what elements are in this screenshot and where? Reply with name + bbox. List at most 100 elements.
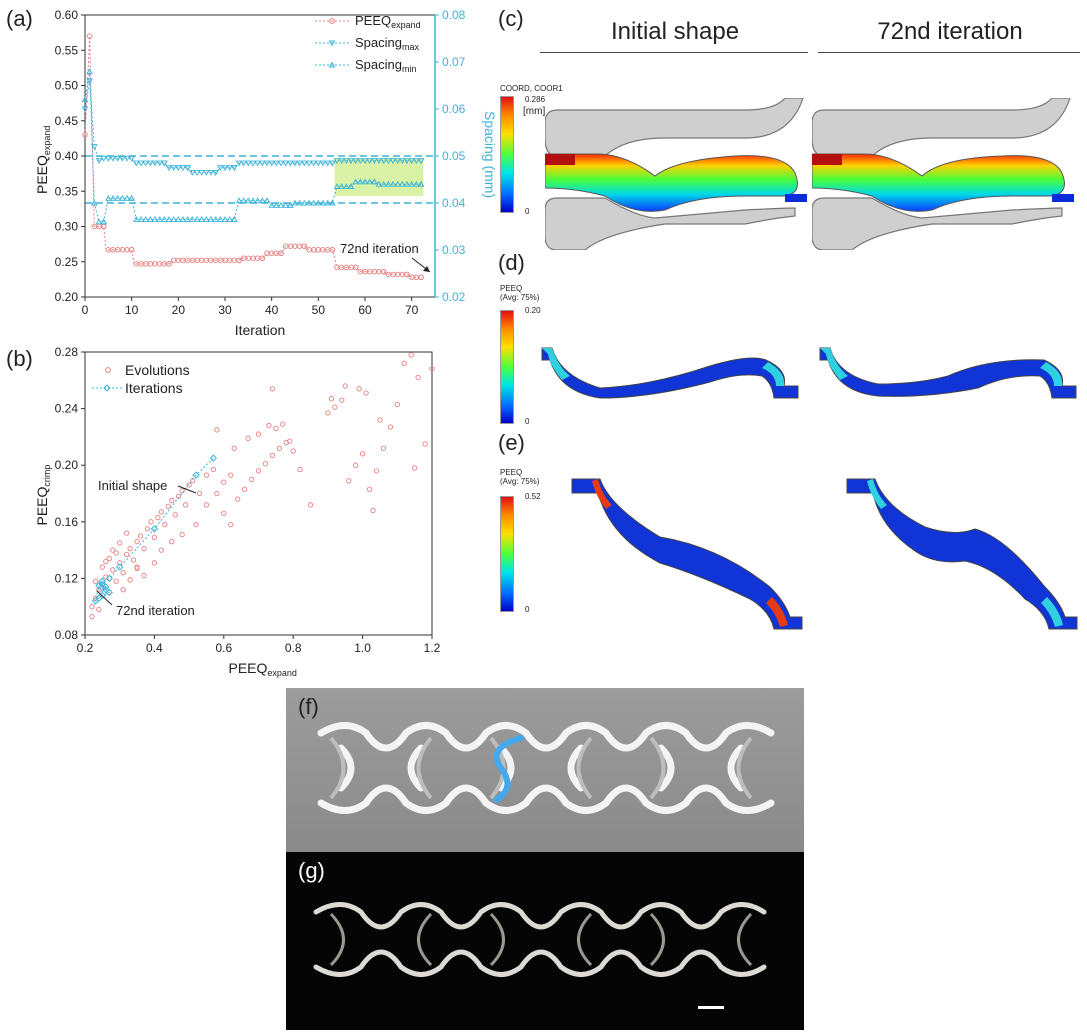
y-tick-label-a: 0.55	[55, 43, 79, 57]
evolution-point	[203, 472, 210, 478]
evolution-point	[290, 448, 296, 454]
spacing-min-series-point	[417, 180, 425, 187]
annotation-a: 72nd iteration	[340, 241, 419, 256]
evolution-point	[134, 565, 140, 572]
spacing-min-series-point	[184, 216, 191, 222]
x-axis-title-a: Iteration	[235, 322, 286, 338]
spacing-min-series-point	[198, 216, 205, 222]
y-axis-title-b: PEEQcrimp	[34, 465, 52, 526]
legend-b-label-1: Iterations	[125, 380, 183, 396]
y-tick-label-a: 0.45	[55, 114, 79, 128]
spacing-min-series-point	[375, 180, 383, 187]
spacing-min-series-point	[226, 216, 233, 222]
spacing-min-series-point	[268, 201, 275, 208]
legend-c-title: COORD, COOR1	[500, 84, 563, 93]
spacing-max-series-point	[389, 158, 397, 165]
y2-tick-label-a: 0.08	[442, 8, 466, 22]
panel-label-b: (b)	[6, 346, 33, 371]
evolution-point	[158, 509, 164, 515]
y-tick-label-a: 0.25	[55, 255, 79, 269]
spacing-max-series-point	[403, 158, 411, 165]
evolution-point	[179, 488, 185, 494]
y-tick-label-b: 0.12	[55, 571, 79, 585]
spacing-max-series-point	[170, 165, 177, 172]
evolution-point	[89, 604, 95, 610]
spacing-min-series-point	[287, 201, 294, 208]
evolution-point	[106, 555, 112, 562]
annotation-arrow-b-initial	[177, 485, 197, 494]
evolution-point	[262, 461, 269, 467]
spacing-min-series-point	[380, 180, 387, 187]
evolution-point	[380, 445, 387, 451]
spacing-max-series-point	[394, 158, 401, 165]
panel-label-e: (e)	[498, 430, 525, 455]
spacing-max-series-point	[133, 160, 140, 167]
evolution-point	[189, 478, 196, 484]
spacing-max-series-point	[137, 160, 145, 167]
evolution-point	[120, 570, 126, 576]
evolution-point	[127, 546, 133, 552]
colorbar-e	[500, 496, 514, 612]
evolution-point	[401, 360, 407, 366]
evolution-point	[363, 390, 369, 396]
evolution-point	[255, 468, 262, 474]
y2-axis-title-a: Spacing (mm)	[482, 111, 498, 198]
spacing-min-series-point	[319, 199, 327, 206]
y2-tick-label-a: 0.07	[442, 55, 466, 69]
panel-label-d: (d)	[498, 250, 525, 275]
colorbar-c-max: 0.286	[525, 95, 546, 104]
spacing-max-series-point	[268, 160, 275, 167]
strain-shape-iter72-d	[819, 347, 1077, 399]
spacing-min-series-point	[399, 180, 406, 187]
spacing-min-series-point	[385, 180, 392, 187]
spacing-max-series-point	[361, 158, 369, 165]
x-tick-label-b: 0.6	[215, 641, 232, 655]
evolution-point	[359, 451, 366, 457]
iteration-point	[115, 563, 124, 571]
x-tick-label-a: 70	[405, 303, 419, 317]
evolution-point	[241, 486, 248, 492]
spacing-min-series-point	[357, 178, 364, 185]
spacing-max-series-point	[413, 158, 420, 165]
spacing-min-series-point	[128, 194, 135, 201]
peeq-series-point	[380, 268, 387, 275]
evolution-point	[134, 538, 140, 545]
x-tick-label-b: 1.0	[354, 641, 371, 655]
spacing-max-series-point	[156, 160, 163, 167]
spacing-max-series-point	[347, 158, 355, 165]
spacing-min-series-point	[81, 96, 89, 103]
x-tick-label-a: 60	[358, 303, 372, 317]
evolution-point	[117, 560, 123, 566]
stent-microscope-photo	[286, 852, 804, 1030]
x-tick-label-a: 40	[265, 303, 279, 317]
evolution-point	[255, 431, 262, 437]
spacing-max-series-point	[147, 160, 154, 167]
evolution-point	[366, 486, 373, 492]
spacing-max-series-point	[81, 106, 89, 113]
peeq-series-point	[86, 33, 93, 39]
spacing-max-series-point	[254, 160, 261, 167]
spacing-min-series-point	[179, 216, 187, 222]
evolution-point	[269, 452, 276, 458]
iteration-point	[95, 581, 103, 590]
evolution-point	[228, 472, 234, 478]
spacing-max-series-point	[91, 144, 98, 151]
evolution-point	[346, 478, 352, 484]
column-heading-iter72: 72nd iteration	[877, 18, 1023, 45]
annotation-b-iter72: 72nd iteration	[116, 603, 195, 618]
colorbar-e-max: 0.52	[525, 492, 541, 501]
peeq-series-point	[82, 132, 88, 138]
iteration-point	[105, 574, 113, 583]
spacing-max-series-point	[189, 170, 196, 176]
x-tick-label-a: 10	[125, 303, 139, 317]
spacing-max-series-point	[333, 158, 341, 165]
legend-d-sub: (Avg: 75%)	[500, 293, 540, 302]
evolution-point	[103, 558, 109, 565]
spacing-max-series-point	[329, 160, 336, 167]
stent-shape-initial-c	[545, 98, 807, 250]
colorbar-d	[500, 310, 514, 424]
panel-label-a: (a)	[6, 6, 33, 31]
spacing-max-series-point	[217, 165, 224, 172]
chart-b: 0.2 0.4 0.6 0.8 1.0 1.2 0.08 0.12 0.16 0.20 0.24 0.…	[34, 345, 441, 678]
evolution-point	[127, 577, 133, 583]
